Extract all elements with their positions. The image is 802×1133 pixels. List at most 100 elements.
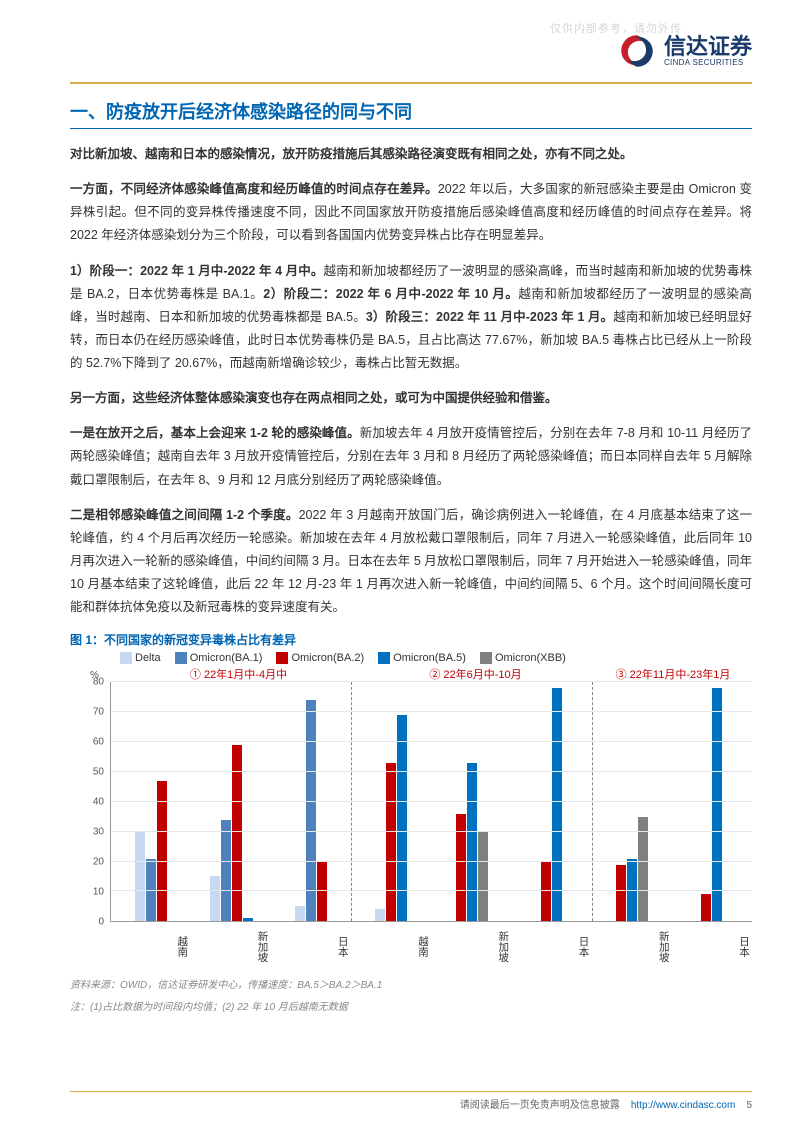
footer-link[interactable]: http://www.cindasc.com (631, 1100, 735, 1111)
para-4: 另一方面，这些经济体整体感染演变也存在两点相同之处，或可为中国提供经验和借鉴。 (70, 387, 752, 410)
bar (467, 763, 477, 921)
period-divider (351, 682, 352, 921)
legend-item: Delta (120, 652, 161, 664)
title-underline (70, 128, 752, 129)
logo-text-cn: 信达证券 (664, 36, 752, 58)
stage3-title: 3）阶段三：2022 年 11 月中-2023 年 1 月。 (366, 310, 613, 324)
y-tick-label: 70 (93, 707, 104, 718)
chart-area: % 01020304050607080 (70, 682, 752, 922)
chart-source-1: 资料来源：OWID，信达证券研发中心，传播速度：BA.5＞BA.2＞BA.1 (70, 978, 752, 994)
legend-item: Omicron(BA.5) (378, 652, 466, 664)
bar-group (191, 682, 271, 921)
y-axis: % 01020304050607080 (70, 682, 110, 922)
bar-group (592, 682, 672, 921)
bar (375, 909, 385, 921)
grid-line (111, 741, 752, 742)
bar-group (432, 682, 512, 921)
y-tick-label: 40 (93, 797, 104, 808)
para-2: 一方面，不同经济体感染峰值高度和经历峰值的时间点存在差异。2022 年以后，大多… (70, 178, 752, 247)
bar-groups (111, 682, 752, 921)
y-tick-label: 10 (93, 887, 104, 898)
legend-label: Omicron(XBB) (495, 652, 566, 664)
legend-label: Omicron(BA.5) (393, 652, 466, 664)
period-divider (592, 682, 593, 921)
para-6-body: 2022 年 3 月越南开放国门后，确诊病例进入一轮峰值，在 4 月底基本结束了… (70, 508, 752, 615)
para-intro: 对比新加坡、越南和日本的感染情况，放开防疫措施后其感染路径演变既有相同之处，亦有… (70, 143, 752, 166)
bar-group (512, 682, 592, 921)
legend-swatch (276, 652, 288, 664)
grid-line (111, 711, 752, 712)
x-tick-label: 日本 (511, 926, 591, 966)
legend-swatch (175, 652, 187, 664)
legend-swatch (378, 652, 390, 664)
chart: Delta Omicron(BA.1) Omicron(BA.2) Omicron(B… (70, 652, 752, 972)
top-divider (70, 82, 752, 84)
footer-text: 请阅读最后一页免责声明及信息披露 (460, 1100, 620, 1111)
bar (386, 763, 396, 921)
x-tick-label: 越南 (110, 926, 190, 966)
bar (295, 906, 305, 921)
legend-label: Omicron(BA.1) (190, 652, 263, 664)
bar (541, 862, 551, 922)
bar-group (672, 682, 752, 921)
x-tick-label: 日本 (271, 926, 351, 966)
x-tick-label: 新加坡 (190, 926, 270, 966)
header: 信达证券 CINDA SECURITIES (70, 30, 752, 72)
bar (210, 876, 220, 921)
chart-source-2: 注：(1)占比数据为时间段内均值；(2) 22 年 10 月后越南无数据 (70, 1000, 752, 1016)
bar (135, 832, 145, 922)
footer-page: 5 (746, 1100, 752, 1111)
x-tick-label: 日本 (672, 926, 752, 966)
bar (701, 894, 711, 921)
bar (306, 700, 316, 921)
period-label: ③ 22年11月中-23年1月 (594, 666, 752, 682)
legend-label: Omicron(BA.2) (291, 652, 364, 664)
grid-line (111, 771, 752, 772)
para-3: 1）阶段一：2022 年 1 月中-2022 年 4 月中。越南和新加坡都经历了… (70, 260, 752, 376)
chart-caption: 图 1：不同国家的新冠变异毒株占比有差异 (70, 631, 752, 648)
chart-legend: Delta Omicron(BA.1) Omicron(BA.2) Omicron(B… (120, 652, 752, 664)
grid-line (111, 831, 752, 832)
period-label: ① 22年1月中-4月中 (120, 666, 357, 682)
footer: 请阅读最后一页免责声明及信息披露 http://www.cindasc.com … (70, 1091, 752, 1111)
legend-item: Omicron(XBB) (480, 652, 566, 664)
x-tick-label: 新加坡 (431, 926, 511, 966)
para-6: 二是相邻感染峰值之间间隔 1-2 个季度。2022 年 3 月越南开放国门后，确… (70, 504, 752, 620)
y-tick-label: 80 (93, 677, 104, 688)
y-tick-label: 20 (93, 857, 104, 868)
bar (243, 918, 253, 921)
bar (478, 832, 488, 922)
para-2-lead: 一方面，不同经济体感染峰值高度和经历峰值的时间点存在差异。 (70, 182, 438, 196)
period-label: ② 22年6月中-10月 (357, 666, 594, 682)
plot-area (110, 682, 752, 922)
bar (157, 781, 167, 921)
bar (638, 817, 648, 922)
bar (221, 820, 231, 922)
logo-swirl-icon (616, 30, 658, 72)
bar (317, 862, 327, 922)
logo-text-en: CINDA SECURITIES (664, 58, 752, 67)
bar-group (271, 682, 351, 921)
y-tick-label: 30 (93, 827, 104, 838)
para-5: 一是在放开之后，基本上会迎来 1-2 轮的感染峰值。新加坡去年 4 月放开疫情管… (70, 422, 752, 491)
y-tick-label: 50 (93, 767, 104, 778)
legend-swatch (480, 652, 492, 664)
legend-item: Omicron(BA.2) (276, 652, 364, 664)
bar (616, 865, 626, 922)
legend-item: Omicron(BA.1) (175, 652, 263, 664)
bar (552, 688, 562, 921)
stage1-title: 1）阶段一：2022 年 1 月中-2022 年 4 月中。 (70, 264, 323, 278)
legend-label: Delta (135, 652, 161, 664)
bar-group (111, 682, 191, 921)
x-tick-label: 新加坡 (592, 926, 672, 966)
y-tick-label: 0 (98, 917, 104, 928)
x-axis-labels: 越南新加坡日本越南新加坡日本新加坡日本 (110, 926, 752, 966)
stage2-title: 2）阶段二：2022 年 6 月中-2022 年 10 月。 (263, 287, 518, 301)
logo: 信达证券 CINDA SECURITIES (616, 30, 752, 72)
x-tick-label: 越南 (351, 926, 431, 966)
grid-line (111, 681, 752, 682)
bar (712, 688, 722, 921)
y-tick-label: 60 (93, 737, 104, 748)
grid-line (111, 890, 752, 891)
bar-group (351, 682, 431, 921)
